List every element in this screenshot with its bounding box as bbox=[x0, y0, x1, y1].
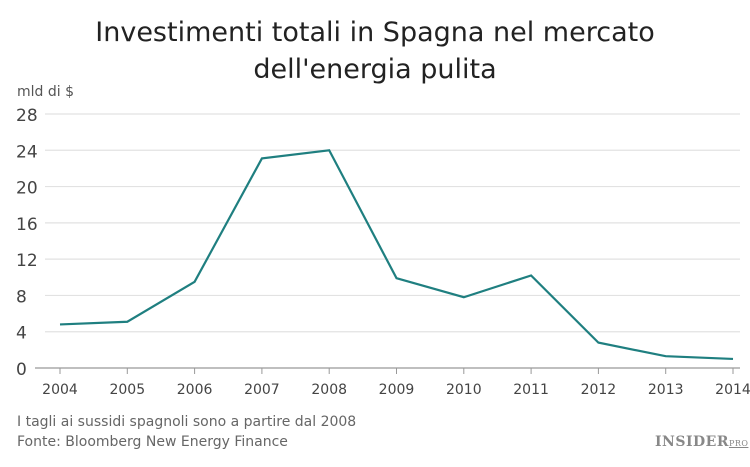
y-tick-label: 28 bbox=[16, 106, 38, 126]
x-tick-label: 2004 bbox=[42, 382, 78, 398]
x-tick-label: 2009 bbox=[379, 382, 415, 398]
y-tick-label: 8 bbox=[16, 287, 27, 307]
y-tick-label: 24 bbox=[16, 142, 38, 162]
chart-title-line-1: Investimenti totali in Spagna nel mercat… bbox=[95, 17, 655, 48]
y-tick-label: 12 bbox=[16, 251, 38, 271]
insider-pro-logo: INSIDERPRO bbox=[655, 434, 749, 450]
x-tick-label: 2012 bbox=[581, 382, 617, 398]
y-tick-label: 0 bbox=[16, 360, 27, 380]
chart-source: Fonte: Bloomberg New Energy Finance bbox=[17, 434, 288, 450]
chart-title-line-2: dell'energia pulita bbox=[253, 54, 497, 85]
chart-title: Investimenti totali in Spagna nel mercat… bbox=[0, 14, 750, 88]
y-tick-label: 20 bbox=[16, 179, 38, 199]
chart-note: I tagli ai sussidi spagnoli sono a parti… bbox=[17, 414, 357, 430]
y-tick-label: 16 bbox=[16, 215, 38, 235]
x-tick-label: 2007 bbox=[244, 382, 280, 398]
series-line bbox=[59, 149, 734, 361]
x-tick-label: 2011 bbox=[513, 382, 549, 398]
line-chart: 0 4 8 12 16 20 24 28 2004 2005 2006 2007 2008 2009 201… bbox=[16, 106, 750, 398]
y-tick-label: 4 bbox=[16, 324, 27, 344]
y-axis-label: mld di $ bbox=[17, 84, 74, 100]
x-tick-label: 2006 bbox=[177, 382, 213, 398]
x-tick-label: 2013 bbox=[648, 382, 684, 398]
x-tick-label: 2010 bbox=[446, 382, 482, 398]
x-tick-label: 2014 bbox=[715, 382, 750, 398]
x-tick-label: 2005 bbox=[109, 382, 145, 398]
x-tick-label: 2008 bbox=[311, 382, 347, 398]
